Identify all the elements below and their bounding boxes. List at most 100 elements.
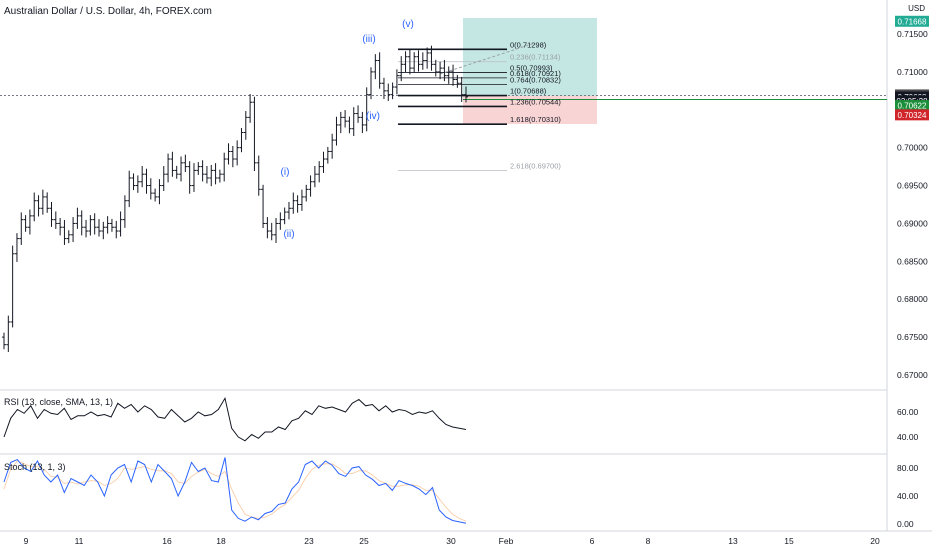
candle xyxy=(217,169,222,183)
candle xyxy=(321,151,326,173)
price-tick: 0.71500 xyxy=(897,29,928,39)
stop-loss-zone xyxy=(463,96,597,124)
candle xyxy=(446,66,451,84)
rsi-tick: 60.00 xyxy=(897,407,919,417)
candle xyxy=(248,94,253,123)
candle xyxy=(109,218,114,232)
stochastic-panel: 80.00 40.00 0.00 xyxy=(3,457,919,529)
wave-label: (iii) xyxy=(362,34,375,45)
price-badge xyxy=(895,109,929,121)
candle xyxy=(71,217,76,243)
candle xyxy=(347,116,352,134)
time-axis-label: 13 xyxy=(728,536,738,546)
currency-label: USD xyxy=(908,4,925,13)
candle xyxy=(407,49,412,75)
price-tick: 0.67000 xyxy=(897,370,928,380)
candle xyxy=(135,175,140,193)
time-axis-label: 23 xyxy=(304,536,314,546)
fibonacci-levels: 0(0.71298) 0.236(0.71134)0.5(0.70993)0.61… xyxy=(398,40,561,171)
candle xyxy=(131,173,136,191)
price-tick: 0.68000 xyxy=(897,294,928,304)
candle xyxy=(191,163,196,192)
rsi-tick: 40.00 xyxy=(897,432,919,442)
candle xyxy=(386,83,391,101)
candle xyxy=(79,210,84,236)
price-tick: 0.69500 xyxy=(897,181,928,191)
stoch-d-line xyxy=(3,460,467,522)
time-axis-label: 11 xyxy=(75,536,84,546)
candle xyxy=(299,189,304,211)
rsi-label: RSI (13, close, SMA, 13, 1) xyxy=(4,397,114,407)
wave-label: (ii) xyxy=(283,229,294,240)
candle xyxy=(390,82,395,100)
price-badge xyxy=(895,100,929,112)
price-badge-text: 0.71668 xyxy=(898,17,927,26)
price-tick: 0.69000 xyxy=(897,218,928,228)
candle xyxy=(261,184,266,228)
candle xyxy=(364,87,369,132)
price-badge-text: 0.70324 xyxy=(898,111,927,120)
candle xyxy=(53,211,58,229)
candle xyxy=(170,151,175,177)
candle xyxy=(394,69,399,95)
candle xyxy=(291,192,296,214)
wave-label: (i) xyxy=(281,167,290,178)
long-target-zone xyxy=(463,18,597,96)
candle xyxy=(45,192,50,213)
candle xyxy=(377,52,382,89)
fib-trend-line xyxy=(439,42,536,75)
rsi-panel: 60.00 40.00 xyxy=(3,396,919,442)
candle xyxy=(451,64,456,86)
time-axis: 9 11 16 18 23 25 30 Feb 6 8 13 15 20 xyxy=(24,536,880,546)
candle xyxy=(19,212,24,245)
fib-level-label: 2.618(0.69700) xyxy=(510,161,561,170)
time-axis-label: 20 xyxy=(870,536,880,546)
candle xyxy=(416,50,421,72)
candle xyxy=(381,77,386,100)
candle xyxy=(92,213,97,235)
candle xyxy=(105,216,110,234)
candle xyxy=(62,219,67,245)
candle xyxy=(412,52,417,73)
price-badges: 0.716680.706960.7066803:05:280.706220.70… xyxy=(895,15,929,121)
time-axis-label: 9 xyxy=(24,536,29,546)
candle xyxy=(295,195,300,213)
candle xyxy=(179,156,184,182)
stoch-label: Stoch (13, 1, 3) xyxy=(4,462,66,472)
candle xyxy=(433,59,438,77)
candle xyxy=(420,52,425,70)
candle xyxy=(343,110,348,128)
fib-level-label: 1.236(0.70544) xyxy=(510,97,561,106)
candle xyxy=(88,215,93,236)
candle xyxy=(157,179,162,205)
candle xyxy=(84,219,89,238)
candle xyxy=(334,116,339,146)
candle xyxy=(351,107,356,136)
time-axis-label: 15 xyxy=(784,536,794,546)
candle xyxy=(369,67,374,100)
candle xyxy=(317,161,322,183)
candle xyxy=(243,110,248,140)
candle xyxy=(256,155,261,196)
price-axis: USD0.715000.710000.705000.700000.695000.… xyxy=(897,4,928,380)
fib-level-label: 1(0.70688) xyxy=(510,87,547,96)
candle xyxy=(183,154,188,173)
candle xyxy=(338,111,343,134)
time-axis-label: 16 xyxy=(162,536,172,546)
stoch-tick: 80.00 xyxy=(897,463,919,473)
wave-label: (v) xyxy=(402,19,414,30)
candle xyxy=(360,111,365,134)
candle xyxy=(286,201,291,220)
candle xyxy=(127,170,132,208)
candle xyxy=(213,163,218,185)
candle xyxy=(75,207,80,229)
candle xyxy=(403,51,408,73)
time-axis-label: 18 xyxy=(216,536,226,546)
time-axis-label: 8 xyxy=(646,536,651,546)
candle xyxy=(148,178,153,200)
candle xyxy=(58,217,63,236)
time-axis-label: 25 xyxy=(359,536,369,546)
candle xyxy=(36,195,41,217)
candle xyxy=(49,201,54,227)
